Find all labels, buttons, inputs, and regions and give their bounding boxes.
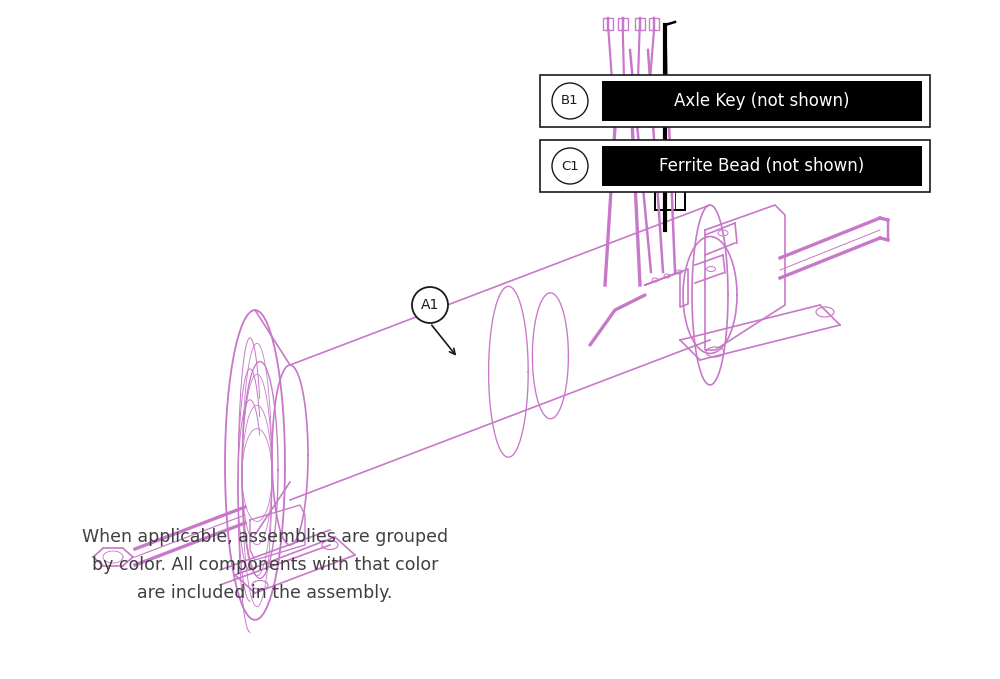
Text: B1: B1	[561, 94, 579, 107]
FancyBboxPatch shape	[602, 81, 922, 121]
FancyBboxPatch shape	[540, 75, 930, 127]
Text: Ferrite Bead (not shown): Ferrite Bead (not shown)	[659, 157, 865, 175]
FancyBboxPatch shape	[603, 18, 613, 30]
FancyBboxPatch shape	[602, 146, 922, 186]
FancyBboxPatch shape	[618, 18, 628, 30]
FancyBboxPatch shape	[540, 140, 930, 192]
FancyBboxPatch shape	[635, 18, 645, 30]
Text: Axle Key (not shown): Axle Key (not shown)	[674, 92, 850, 110]
Text: A1: A1	[421, 298, 439, 312]
Circle shape	[412, 287, 448, 323]
Text: When applicable, assemblies are grouped
by color. All components with that color: When applicable, assemblies are grouped …	[82, 528, 448, 602]
Circle shape	[552, 83, 588, 119]
FancyBboxPatch shape	[655, 190, 685, 210]
Text: C1: C1	[561, 160, 579, 172]
FancyBboxPatch shape	[649, 18, 659, 30]
Circle shape	[552, 148, 588, 184]
